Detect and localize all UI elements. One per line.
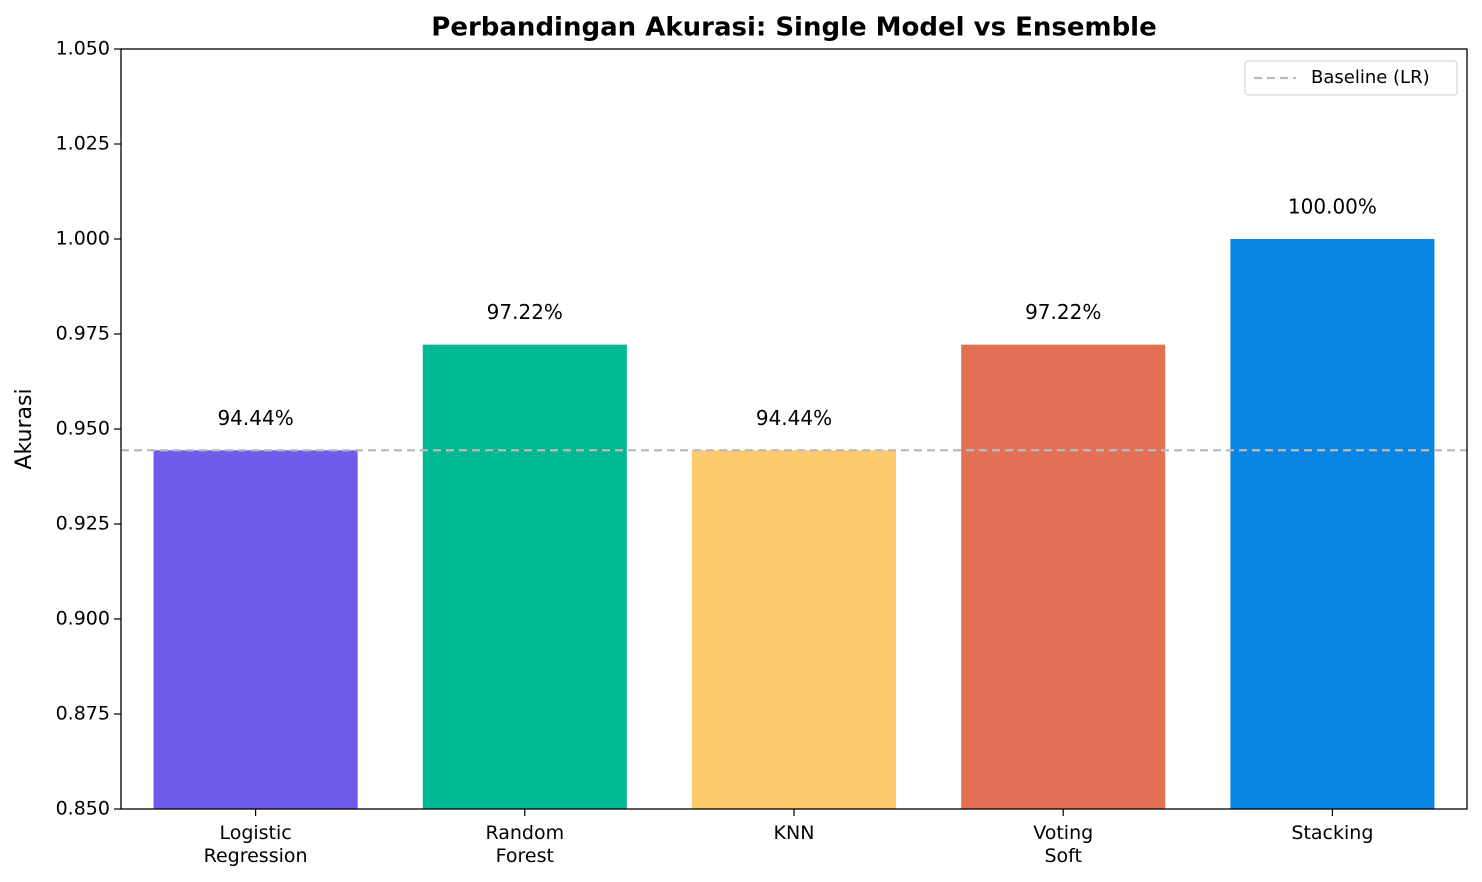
value-label: 100.00% (1288, 195, 1377, 219)
x-tick-label: Random Forest (485, 822, 564, 867)
x-tick-label: Logistic Regression (204, 822, 308, 867)
x-tick-label: KNN (774, 822, 815, 844)
value-label: 97.22% (487, 300, 563, 324)
bar (422, 344, 627, 809)
y-tick-label: 1.050 (56, 38, 110, 60)
y-tick-label: 0.975 (56, 323, 110, 345)
bar (1230, 239, 1435, 809)
x-tick-label: Stacking (1291, 822, 1373, 844)
bar (691, 450, 897, 809)
value-label: 97.22% (1025, 300, 1101, 324)
bar (153, 450, 358, 809)
y-tick-label: 1.000 (56, 228, 110, 250)
y-axis-label: Akurasi (12, 388, 37, 469)
legend-label: Baseline (LR) (1311, 67, 1430, 88)
legend-box (1244, 60, 1458, 96)
plot-frame (120, 48, 1468, 810)
y-tick-label: 0.925 (56, 513, 110, 535)
y-tick-label: 0.875 (56, 703, 110, 725)
value-label: 94.44% (217, 406, 293, 430)
y-tick-label: 0.950 (56, 418, 110, 440)
y-tick-label: 0.900 (56, 608, 110, 630)
bar (961, 344, 1166, 809)
y-tick-label: 0.850 (56, 798, 110, 820)
y-tick-label: 1.025 (56, 133, 110, 155)
chart-title: Perbandingan Akurasi: Single Model vs En… (431, 13, 1156, 43)
x-tick-label: Voting Soft (1033, 822, 1093, 867)
value-label: 94.44% (756, 406, 832, 430)
